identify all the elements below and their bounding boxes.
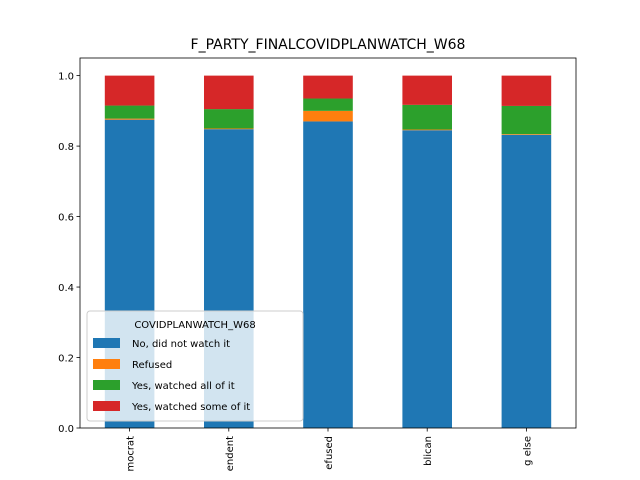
y-tick-label: 0.2 [58, 354, 74, 365]
legend-label: Yes, watched all of it [131, 381, 235, 392]
bars-layer [104, 75, 552, 429]
y-tick-label: 0.0 [58, 424, 74, 435]
bar-segment [402, 130, 452, 429]
legend-label: Yes, watched some of it [131, 402, 250, 413]
bar-segment [104, 118, 155, 120]
bar-segment [501, 134, 552, 428]
bar-segment [501, 105, 552, 135]
bar-segment [402, 104, 452, 130]
bar-segment [104, 75, 155, 106]
legend-swatch [93, 401, 120, 411]
bar-segment [501, 75, 552, 106]
bar-segment [402, 129, 452, 131]
x-tick-label: mocrat [126, 436, 137, 472]
x-tick-label: g else [522, 436, 533, 466]
legend-title: COVIDPLANWATCH_W68 [134, 320, 255, 331]
x-axis: mocrat endent efused blican g else [126, 428, 533, 472]
legend-swatch [93, 359, 120, 369]
bar-segment [303, 98, 353, 111]
legend-box [86, 310, 304, 422]
legend-label: Refused [132, 360, 172, 371]
legend-swatch [93, 338, 120, 348]
bar-segment [303, 110, 353, 122]
plot-frame [79, 57, 577, 429]
y-tick-label: 0.6 [58, 213, 74, 224]
x-tick-label: blican [423, 436, 434, 466]
bar-segment [402, 75, 452, 105]
x-tick-label: efused [324, 436, 335, 470]
y-tick-label: 0.4 [58, 283, 74, 294]
bar-segment [204, 75, 254, 110]
bar-segment [303, 121, 353, 429]
bar-segment [104, 105, 155, 119]
y-tick-label: 1.0 [58, 72, 74, 83]
chart-title: F_PARTY_FINALCOVIDPLANWATCH_W68 [191, 37, 466, 53]
legend-label: No, did not watch it [132, 339, 230, 350]
y-axis: 0.0 0.2 0.4 0.6 0.8 1.0 [58, 72, 80, 435]
x-tick-label: endent [225, 436, 236, 471]
legend-swatch [93, 380, 120, 390]
bar-segment [303, 75, 353, 99]
bar-segment [204, 128, 254, 130]
bar-segment [204, 109, 254, 129]
bar-segment [501, 134, 552, 135]
legend: COVIDPLANWATCH_W68 No, did not watch it Re… [86, 310, 304, 422]
y-tick-label: 0.8 [58, 142, 74, 153]
